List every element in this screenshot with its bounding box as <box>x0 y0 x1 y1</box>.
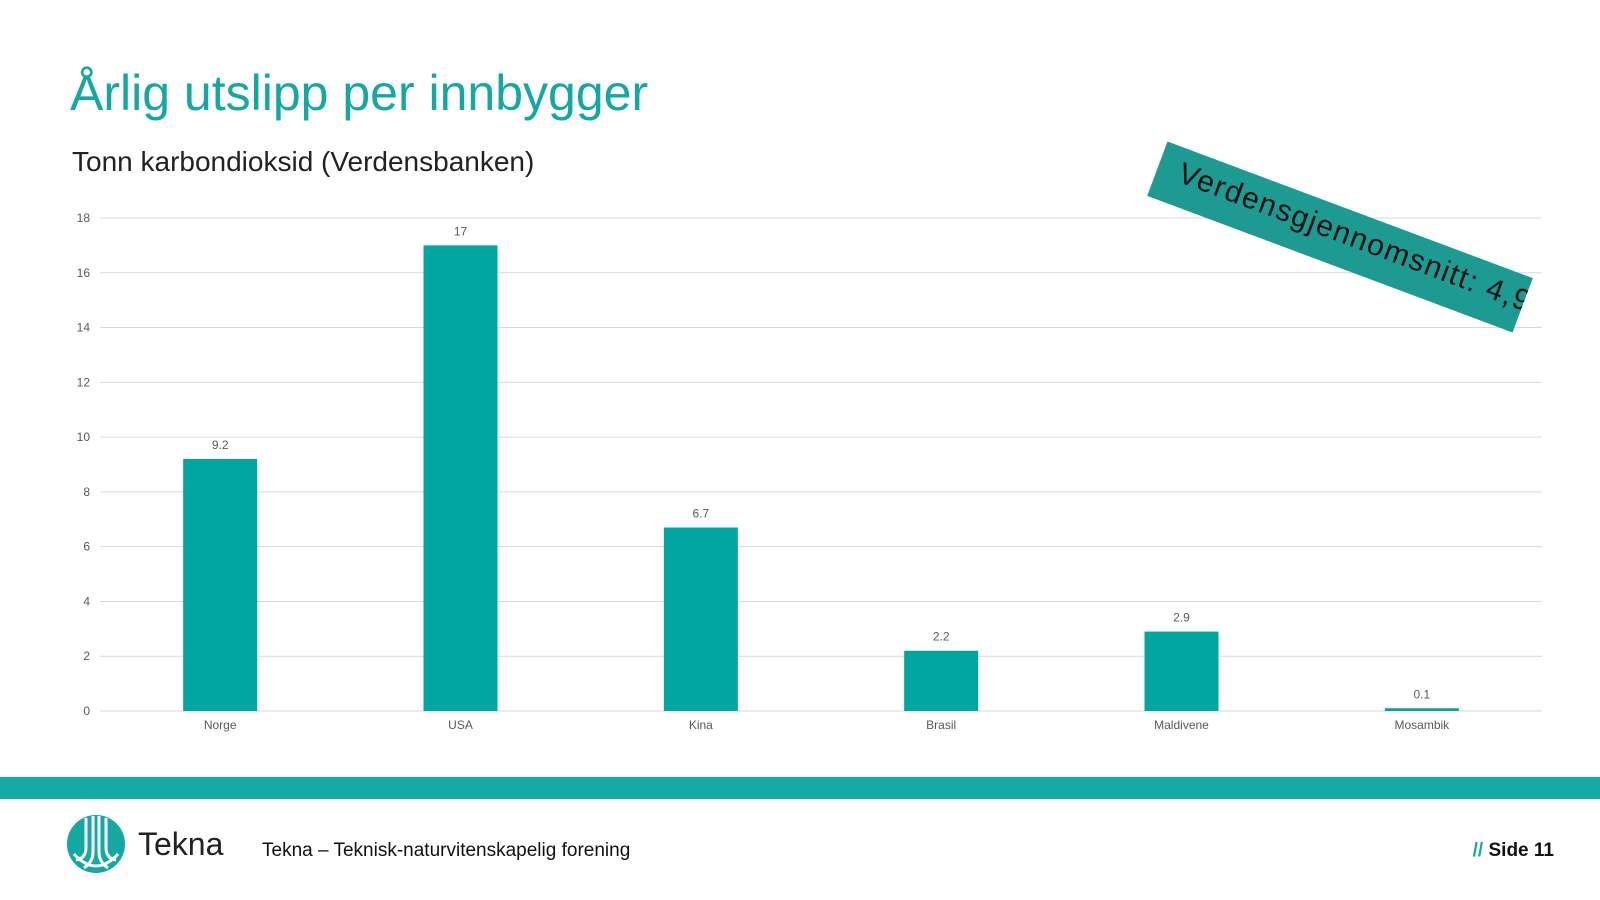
data-label: 2.2 <box>933 630 950 644</box>
y-axis-ticks: 0 2 4 6 8 10 12 14 16 18 <box>77 211 91 718</box>
data-labels: 9.2 17 6.7 2.2 2.9 0.1 <box>212 224 1431 701</box>
y-tick-label: 0 <box>83 704 90 718</box>
page-prefix: // <box>1472 840 1484 861</box>
data-label: 0.1 <box>1413 687 1430 701</box>
tekna-logo-text: Tekna <box>138 826 224 862</box>
x-tick-label: Norge <box>204 718 237 732</box>
x-tick-label: Brasil <box>926 718 956 732</box>
page-number: Side 11 <box>1488 840 1555 861</box>
y-tick-label: 12 <box>77 375 91 389</box>
footer-organization: Tekna – Teknisk-naturvitenskapelig foren… <box>262 840 631 861</box>
y-tick-label: 16 <box>77 266 91 280</box>
bar-kina <box>663 527 738 711</box>
slide-title: Årlig utslipp per innbygger <box>70 65 649 121</box>
y-tick-label: 10 <box>77 430 91 444</box>
y-tick-label: 6 <box>83 540 90 554</box>
tekna-logo-icon <box>67 815 125 873</box>
bar-usa <box>423 245 498 711</box>
bar-brasil <box>904 650 979 711</box>
y-tick-label: 18 <box>77 211 91 225</box>
x-tick-label: Kina <box>689 718 713 732</box>
data-label: 6.7 <box>692 506 709 520</box>
bars <box>183 245 1459 711</box>
x-tick-label: Mosambik <box>1394 718 1450 732</box>
data-label: 9.2 <box>212 438 229 452</box>
slide-subtitle: Tonn karbondioksid (Verdensbanken) <box>72 146 535 177</box>
x-tick-label: Maldivene <box>1154 718 1209 732</box>
y-tick-label: 14 <box>77 321 91 335</box>
bar-mosambik <box>1384 708 1459 711</box>
data-label: 17 <box>454 224 468 238</box>
bar-maldivene <box>1144 631 1219 711</box>
footer-band <box>0 777 1600 799</box>
tekna-logo: Tekna <box>66 814 236 874</box>
x-tick-label: USA <box>448 718 473 732</box>
y-tick-label: 4 <box>83 594 90 608</box>
y-tick-label: 2 <box>83 649 90 663</box>
data-label: 2.9 <box>1173 611 1190 625</box>
bar-chart: 0 2 4 6 8 10 12 14 16 18 9.2 17 6.7 2.2 2.9 0.1 Norge U… <box>77 211 1542 732</box>
gridlines <box>100 217 1542 712</box>
bar-norge <box>183 459 258 711</box>
x-axis-labels: Norge USA Kina Brasil Maldivene Mosambik <box>204 718 1450 732</box>
y-tick-label: 8 <box>83 485 90 499</box>
footer-page-number: // Side 11 <box>1473 840 1554 862</box>
